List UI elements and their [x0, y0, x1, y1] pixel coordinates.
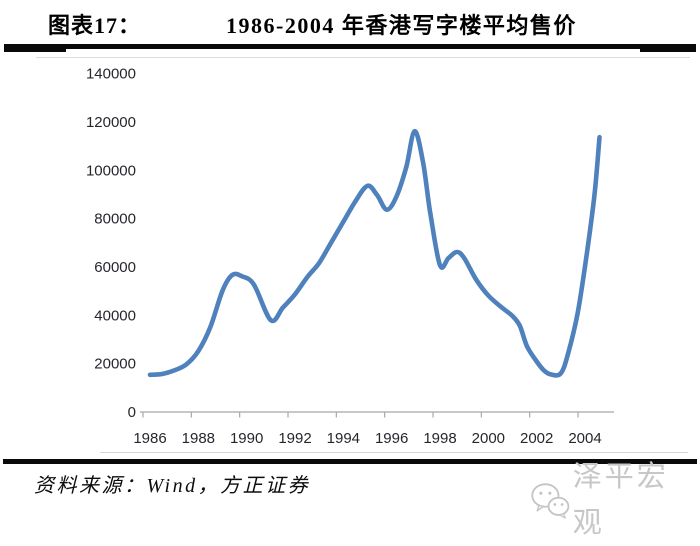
y-tick-label: 60000 [94, 259, 136, 276]
x-tick-label: 1990 [230, 430, 263, 447]
divider-bottom [3, 459, 697, 464]
line-chart: 0 20000 40000 60000 80000 100000 120000 140000 1… [86, 66, 614, 447]
figure-label: 图表17： [48, 13, 142, 38]
x-tick-label: 2004 [568, 430, 601, 447]
watermark: 泽平宏观 [530, 454, 700, 546]
x-tick-label: 2000 [472, 430, 505, 447]
wechat-icon [531, 483, 570, 519]
x-tick-label: 1994 [327, 430, 360, 447]
price-series-line [147, 128, 602, 378]
y-tick-label: 0 [128, 404, 136, 421]
divider-top-cap-right [640, 46, 696, 52]
y-tick-label: 100000 [86, 162, 136, 179]
x-tick-label: 1998 [423, 430, 456, 447]
y-tick-label: 20000 [94, 356, 136, 373]
y-tick-label: 120000 [86, 114, 136, 131]
y-tick-label: 40000 [94, 307, 136, 324]
x-tick-label: 1996 [375, 430, 408, 447]
x-tick-label: 1988 [182, 430, 215, 447]
divider-top [4, 44, 696, 52]
watermark-text: 泽平宏观 [572, 461, 669, 539]
divider-top-cap-left [4, 46, 66, 52]
y-tick-label: 80000 [94, 211, 136, 228]
figure-title: 1986-2004 年香港写字楼平均售价 [226, 13, 577, 38]
chart-border-top [36, 57, 690, 58]
x-tick-label: 1992 [278, 430, 311, 447]
chart-border-bottom [100, 452, 688, 453]
x-tick-label: 1986 [133, 430, 166, 447]
y-tick-label: 140000 [86, 66, 136, 83]
x-tick-label: 2002 [520, 430, 553, 447]
source-note: 资料来源：Wind，方正证券 [34, 475, 311, 497]
report-figure-page: 图表17： 1986-2004 年香港写字楼平均售价 0 20000 40000 60… [3, 13, 697, 539]
